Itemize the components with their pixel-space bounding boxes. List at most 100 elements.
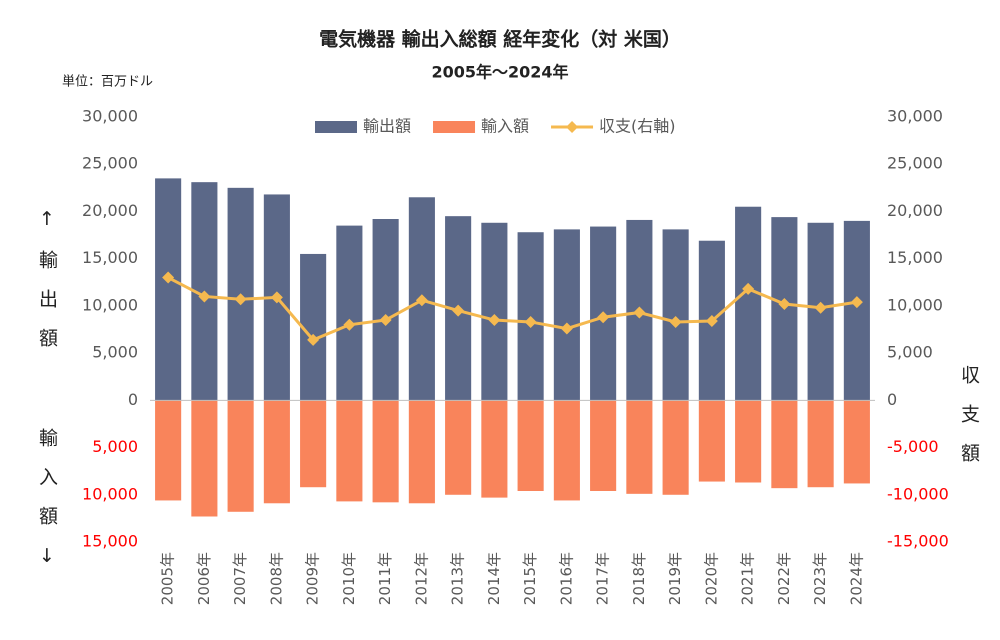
y-axis-label: 輸入額↓ xyxy=(36,428,58,587)
y2-tick-label: 30,000 xyxy=(887,107,943,126)
y2-tick-label: -5,000 xyxy=(887,437,939,456)
line xyxy=(167,276,858,342)
y-tick-label: 5,000 xyxy=(92,343,138,362)
marker xyxy=(560,322,573,335)
y2-tick-label: 10,000 xyxy=(887,295,943,314)
bar xyxy=(372,400,399,503)
marker xyxy=(814,301,827,314)
marker xyxy=(524,315,537,328)
x-tick-label: 2023年 xyxy=(811,552,829,605)
legend-swatch xyxy=(433,121,476,133)
y-tick-label: 25,000 xyxy=(82,154,138,173)
marker xyxy=(234,293,247,306)
y-axis-label: ↑輸出額 xyxy=(36,208,58,367)
bar xyxy=(408,400,435,504)
bar xyxy=(445,400,472,495)
bar xyxy=(300,253,327,401)
marker xyxy=(850,296,863,309)
marker xyxy=(379,314,392,327)
marker xyxy=(705,315,718,327)
y2-tick-label: -10,000 xyxy=(887,484,949,503)
y2-tick-label: 0 xyxy=(887,390,897,409)
marker xyxy=(597,311,610,324)
bar xyxy=(155,400,182,501)
legend-label: 輸入額 xyxy=(481,117,529,136)
chart-title: 電気機器 輸出入総額 経年変化（対 米国） xyxy=(319,28,681,51)
marker xyxy=(307,333,320,346)
y2-axis-label: 収支額 xyxy=(958,365,980,482)
bar xyxy=(843,400,870,484)
x-tick-label: 2022年 xyxy=(775,552,793,605)
bar xyxy=(517,400,544,491)
marker xyxy=(633,306,646,319)
bar xyxy=(300,400,327,488)
bar xyxy=(155,178,182,401)
x-tick-label: 2021年 xyxy=(739,552,757,605)
legend-swatch xyxy=(566,121,579,133)
bar xyxy=(553,400,580,501)
bar xyxy=(191,400,218,517)
y2-tick-label: 15,000 xyxy=(887,248,943,267)
y-tick-label: 15,000 xyxy=(82,532,138,551)
marker xyxy=(452,304,465,317)
marker xyxy=(343,318,356,331)
x-tick-label: 2006年 xyxy=(195,552,213,605)
bar xyxy=(662,229,689,401)
bar xyxy=(227,400,254,512)
x-tick-label: 2016年 xyxy=(557,552,575,605)
bar xyxy=(590,400,617,491)
x-tick-label: 2008年 xyxy=(267,552,285,605)
legend-swatch xyxy=(315,121,357,133)
bar xyxy=(336,400,363,502)
x-tick-label: 2017年 xyxy=(594,552,612,605)
x-tick-label: 2014年 xyxy=(485,552,503,605)
bar xyxy=(372,219,399,401)
x-tick-label: 2009年 xyxy=(304,552,322,605)
x-tick-label: 2019年 xyxy=(666,552,684,605)
bar xyxy=(662,400,689,495)
bar xyxy=(771,400,798,489)
bar xyxy=(336,225,363,401)
bar xyxy=(735,206,762,401)
y-tick-label: 5,000 xyxy=(92,437,138,456)
legend-label: 収支(右軸) xyxy=(599,117,676,136)
marker xyxy=(270,291,283,304)
x-tick-label: 2015年 xyxy=(521,552,539,605)
x-tick-label: 2011年 xyxy=(376,552,394,605)
y2-tick-label: 25,000 xyxy=(887,154,943,173)
legend-label: 輸出額 xyxy=(363,117,411,136)
bar xyxy=(481,222,508,401)
marker xyxy=(742,282,755,295)
x-tick-label: 2012年 xyxy=(412,552,430,605)
x-tick-label: 2024年 xyxy=(847,552,865,605)
y-tick-label: 10,000 xyxy=(82,484,138,503)
bar xyxy=(626,400,653,494)
x-tick-label: 2010年 xyxy=(340,552,358,605)
y-tick-label: 15,000 xyxy=(82,248,138,267)
x-tick-label: 2005年 xyxy=(159,552,177,605)
marker xyxy=(669,315,682,328)
marker xyxy=(162,271,175,284)
unit-label: 単位：百万ドル xyxy=(62,74,153,90)
x-tick-label: 2013年 xyxy=(449,552,467,605)
marker xyxy=(198,290,211,303)
bar xyxy=(553,229,580,401)
marker xyxy=(415,294,428,307)
y-tick-label: 10,000 xyxy=(82,295,138,314)
bar xyxy=(263,400,290,504)
chart-subtitle: 2005年～2024年 xyxy=(431,63,568,82)
x-tick-label: 2007年 xyxy=(231,552,249,605)
bar xyxy=(481,400,508,498)
bar xyxy=(807,400,834,488)
y2-tick-label: 20,000 xyxy=(887,201,943,220)
y-tick-label: 20,000 xyxy=(82,201,138,220)
marker xyxy=(778,298,791,310)
y-tick-label: 30,000 xyxy=(82,107,138,126)
y2-tick-label: -15,000 xyxy=(887,532,949,551)
bar xyxy=(735,400,762,483)
y2-tick-label: 5,000 xyxy=(887,343,933,362)
x-tick-label: 2018年 xyxy=(630,552,648,605)
marker xyxy=(488,314,501,327)
